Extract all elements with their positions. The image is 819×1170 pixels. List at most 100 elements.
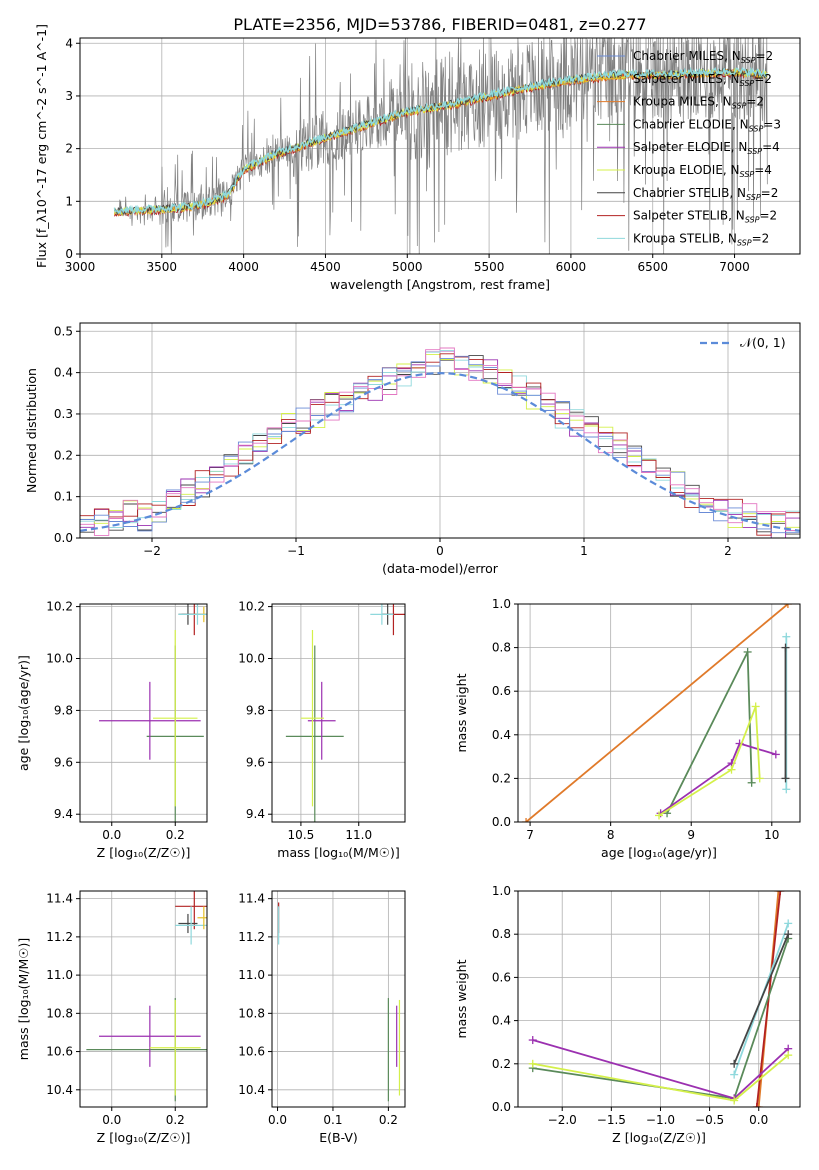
legend-label: Chabrier ELODIE, NSSP=3 (633, 117, 781, 133)
y-tick-label: 11.0 (46, 968, 73, 982)
x-tick-label: 7 (526, 828, 534, 842)
y-tick-label: 0.2 (54, 448, 73, 462)
axes-frame (79, 603, 208, 823)
y-tick-label: 10.2 (46, 600, 73, 614)
legend-label: Kroupa STELIB, NSSP=2 (633, 231, 769, 247)
y-tick-label: 0.5 (54, 324, 73, 338)
axes-frame (271, 890, 406, 1108)
x-tick-label: 7000 (719, 260, 750, 274)
y-tick-label: 10.6 (46, 1045, 73, 1059)
y-tick-label: 10.4 (46, 1083, 73, 1097)
x-tick-label: 3500 (147, 260, 178, 274)
mass_vs_ebv-panel: 0.0 0.1 0.2 10.4 10.6 10.8 11.0 11.2 11.4 E(B-V) (238, 890, 406, 1145)
y-tick-label: 10.8 (238, 1006, 265, 1020)
x-tick-label: 5000 (392, 260, 423, 274)
y-tick-label: 4 (65, 36, 73, 50)
y-tick-label: 9.4 (54, 807, 73, 821)
y-tick-label: 0.0 (492, 815, 511, 829)
plot-area (522, 604, 792, 822)
x-tick-label: 9 (687, 828, 695, 842)
x-tick-label: −2.0 (548, 1113, 577, 1127)
normal-curve (80, 371, 800, 532)
plot-area (528, 891, 793, 1107)
y-tick-label: 0.0 (54, 531, 73, 545)
y-tick-label: 0.1 (54, 490, 73, 504)
x-tick-label: 3000 (65, 260, 96, 274)
x-tick-label: 1 (580, 544, 588, 558)
legend-label: 𝒩(0, 1) (740, 335, 786, 350)
y-tick-label: 0.2 (492, 1057, 511, 1071)
plot-area (278, 902, 401, 1102)
x-tick-label: 10.5 (288, 828, 315, 842)
y-tick-label: 0.8 (492, 927, 511, 941)
x-tick-label: 0 (436, 544, 444, 558)
mass_vs_Z-panel: 0.0 0.2 10.4 10.6 10.8 11.0 11.2 11.4 Z [log₁₀(Z… (16, 890, 208, 1145)
y-tick-label: 10.8 (46, 1006, 73, 1020)
y-tick-label: 0 (65, 247, 73, 261)
y-tick-label: 10.6 (238, 1045, 265, 1059)
legend-label: Salpeter MILES, NSSP=2 (633, 72, 772, 88)
y-tick-label: 1.0 (492, 884, 511, 898)
massweight_vs_Z-panel: −2.0 −1.5 −1.0 −0.5 0.0 0.0 0.2 0.4 0.6 0.8 1.0 Z [… (454, 884, 801, 1145)
age_vs_Z-panel: 0.0 0.2 9.4 9.6 9.8 10.0 10.2 Z [log₁₀(Z/Z☉)] ag… (16, 600, 208, 860)
y-tick-label: 9.6 (54, 755, 73, 769)
x-tick-label: 11.0 (345, 828, 372, 842)
x-axis-label: wavelength [Angstrom, rest frame] (330, 277, 550, 292)
x-tick-label: −2 (143, 544, 161, 558)
y-tick-label: 10.0 (238, 652, 265, 666)
axes-frame (79, 890, 208, 1108)
plot-area (113, 38, 768, 254)
legend-label: Salpeter STELIB, NSSP=2 (633, 209, 777, 225)
x-tick-label: 10 (764, 828, 779, 842)
residuals-panel: −2 −1 0 1 2 0.0 0.1 0.2 0.3 0.4 0.5 (data-model)/er… (24, 322, 801, 576)
x-tick-label: 8 (607, 828, 615, 842)
x-tick-label: 2 (724, 544, 732, 558)
model-spectrum-kroupa_stelib (113, 66, 768, 216)
y-tick-label: 0.4 (492, 728, 511, 742)
axes-frame (517, 890, 801, 1108)
x-axis-label: (data-model)/error (382, 561, 499, 576)
legend-label: Salpeter ELODIE, NSSP=4 (633, 140, 780, 156)
massweight_vs_age-panel: 7 8 9 10 0.0 0.2 0.4 0.6 0.8 1.0 age [log₁₀(age/yr… (454, 597, 801, 860)
legend-label: Chabrier MILES, NSSP=2 (633, 49, 773, 65)
y-axis-label: mass [log₁₀(M/M☉)] (16, 938, 31, 1060)
age_vs_mass-panel: 10.5 11.0 9.4 9.6 10.0 10.2 9.8 mass [log₁₀(M/M… (238, 600, 406, 860)
y-axis-label: mass weight (454, 959, 469, 1038)
x-tick-label: 0.2 (379, 1113, 398, 1127)
y-tick-label: 0.0 (492, 1100, 511, 1114)
legend-label: Kroupa ELODIE, NSSP=4 (633, 163, 772, 179)
axes-frame (79, 322, 801, 539)
y-tick-label: 11.4 (46, 892, 73, 906)
plot-area (80, 347, 800, 538)
y-tick-label: 9.6 (246, 755, 265, 769)
y-tick-label: 1 (65, 194, 73, 208)
spectrum-panel: 3000 3500 4000 4500 5000 5500 6000 6500 7000 0 1 2 3… (34, 24, 801, 292)
y-tick-label: 0.4 (492, 1014, 511, 1028)
x-tick-label: 5500 (474, 260, 505, 274)
plot-area (99, 604, 207, 822)
y-tick-label: 3 (65, 89, 73, 103)
x-tick-label: 0.0 (102, 828, 121, 842)
x-tick-label: 4500 (310, 260, 341, 274)
axes-frame (79, 37, 801, 255)
x-tick-label: 0.2 (166, 1113, 185, 1127)
residual-histogram-step (80, 347, 800, 536)
mass-weight-line-chabrier_stelib (733, 933, 790, 1065)
plot-area (285, 604, 405, 822)
x-axis-label: Z [log₁₀(Z/Z☉)] (97, 1130, 191, 1145)
x-tick-label: 6500 (637, 260, 668, 274)
y-axis-label: Flux [f_λ10^-17 erg cm^-2 s^-1 A^-1] (34, 24, 49, 268)
x-axis-label: age [log₁₀(age/yr)] (601, 845, 717, 860)
x-tick-label: −1 (287, 544, 305, 558)
y-tick-label: 9.8 (246, 703, 265, 717)
figure-title: PLATE=2356, MJD=53786, FIBERID=0481, z=0… (233, 15, 646, 34)
mass-weight-line-kroupa_elodie (658, 706, 761, 817)
y-axis-label: Normed distribution (24, 368, 39, 493)
x-tick-label: 0.1 (323, 1113, 342, 1127)
residual-histogram-step (80, 350, 800, 528)
x-tick-label: −1.5 (597, 1113, 626, 1127)
y-tick-label: 9.4 (246, 807, 265, 821)
y-tick-label: 11.4 (238, 892, 265, 906)
y-tick-label: 0.8 (492, 641, 511, 655)
x-tick-label: 6000 (556, 260, 587, 274)
